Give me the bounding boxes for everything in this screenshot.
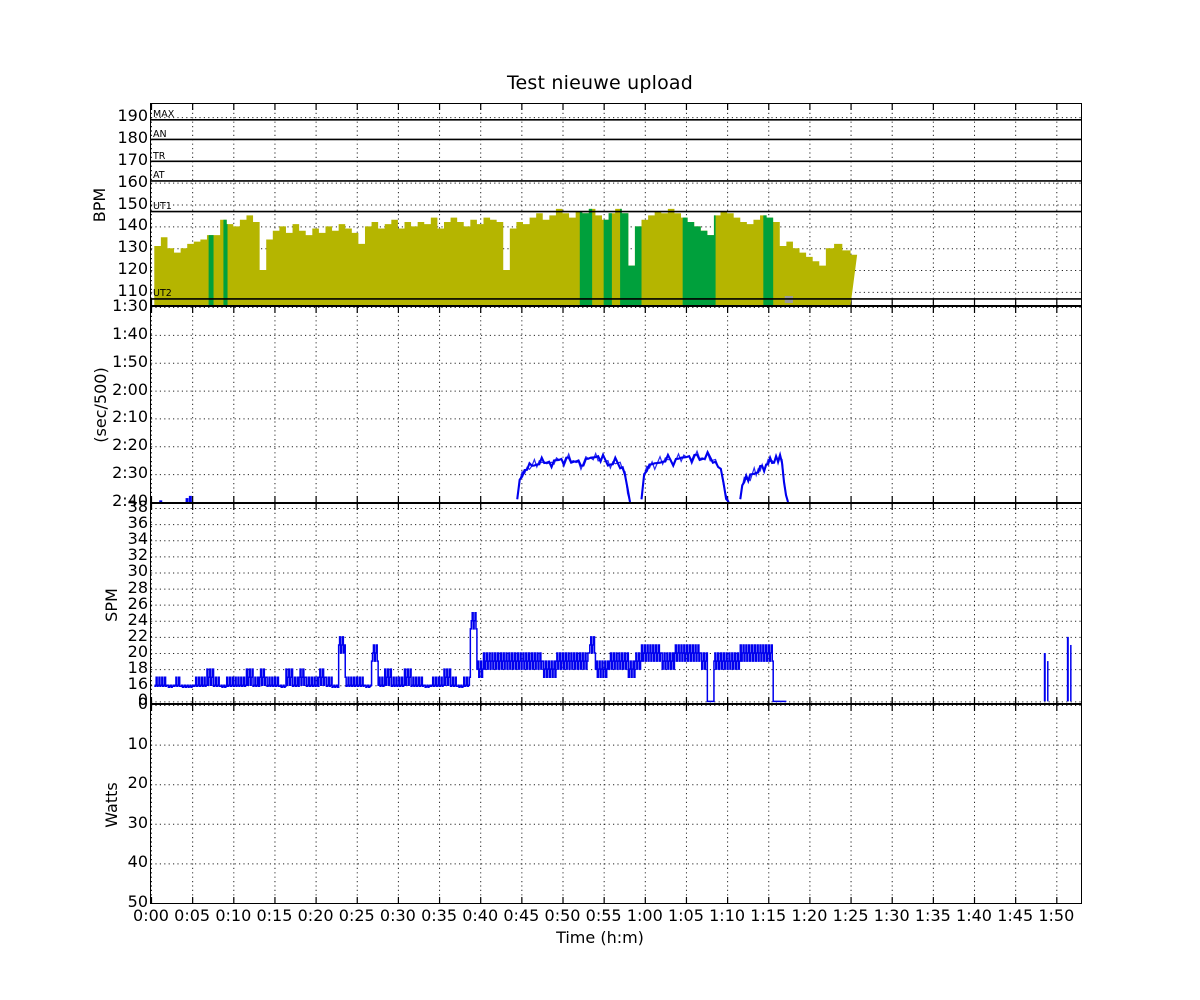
x-tick-label: 1:35 xyxy=(914,906,951,925)
x-tick-label: 0:00 xyxy=(133,906,169,925)
y-tick-label: 190 xyxy=(117,106,148,126)
zone-label-tr: TR xyxy=(153,150,166,162)
y-tick-label: 0 xyxy=(137,694,148,713)
y-tick-label: 150 xyxy=(117,193,148,213)
y-tick-label: 18 xyxy=(127,658,148,678)
x-tick-label: 0:45 xyxy=(503,906,540,925)
x-axis-label: Time (h:m) xyxy=(556,928,644,947)
x-tick-label: 0:10 xyxy=(215,906,252,925)
x-tick-label: 1:10 xyxy=(709,906,746,925)
y-tick-label: 22 xyxy=(127,625,148,645)
x-tick-label: 0:05 xyxy=(174,906,211,925)
y-tick-label: 10 xyxy=(127,733,148,753)
y-tick-label: 110 xyxy=(117,280,148,300)
zone-label-ut1: UT1 xyxy=(153,201,172,213)
x-tick-label: 1:40 xyxy=(956,906,992,925)
watts-panel xyxy=(150,704,1082,904)
y-tick-label: 28 xyxy=(127,577,148,597)
zone-label-an: AN xyxy=(153,128,167,140)
x-tick-label: 1:20 xyxy=(791,906,828,925)
x-tick-label: 0:15 xyxy=(256,906,293,925)
y-tick-label: 2:00 xyxy=(112,379,148,399)
x-tick-label: 1:45 xyxy=(997,906,1034,925)
y-tick-label: 50 xyxy=(127,892,148,911)
y-tick-label: 30 xyxy=(127,561,148,581)
x-tick-label: 1:25 xyxy=(832,906,869,925)
x-tick-label: 1:15 xyxy=(750,906,787,925)
x-tick-label: 0:30 xyxy=(379,906,416,925)
x-tick-label: 0:25 xyxy=(338,906,375,925)
spm-panel xyxy=(150,503,1082,704)
x-tick-label: 1:05 xyxy=(667,906,704,925)
y-tick-label: 38 xyxy=(127,497,148,516)
x-tick-label: 1:30 xyxy=(873,906,910,925)
x-tick-label: 0:20 xyxy=(297,906,334,925)
y-tick-label: 40 xyxy=(127,852,148,872)
y-tick-label: 20 xyxy=(127,773,148,793)
zone-label-max: MAX xyxy=(153,109,175,121)
y-tick-label: 30 xyxy=(127,812,148,832)
x-tick-label: 1:50 xyxy=(1038,906,1075,925)
y-tick-label: 32 xyxy=(127,545,148,565)
y-tick-label: 2:40 xyxy=(112,491,148,510)
y-tick-label: 16 xyxy=(127,674,148,694)
x-tick-label: 0:55 xyxy=(585,906,622,925)
y-tick-label: 24 xyxy=(127,609,148,629)
bpm-panel xyxy=(150,103,1082,306)
y-tick-label: 2:20 xyxy=(112,435,148,455)
y-tick-label: 1:30 xyxy=(112,296,148,315)
x-tick-label: 0:35 xyxy=(421,906,458,925)
y-tick-label: 20 xyxy=(127,642,148,662)
y-tick-label: 130 xyxy=(117,237,148,257)
y-tick-label: 2:30 xyxy=(112,463,148,483)
y-tick-label: 180 xyxy=(117,127,148,147)
pace-panel xyxy=(150,306,1082,503)
y-tick-label: 36 xyxy=(127,513,148,533)
y-tick-label: 120 xyxy=(117,259,148,279)
y-tick-label: 140 xyxy=(117,215,148,235)
y-tick-label: 160 xyxy=(117,171,148,191)
zone-label-at: AT xyxy=(153,170,165,182)
watts-axis-label: Watts xyxy=(102,782,121,828)
y-tick-label: 2:10 xyxy=(112,407,148,427)
chart-title: Test nieuwe upload xyxy=(506,72,694,94)
y-tick-label: 34 xyxy=(127,529,148,549)
y-tick-label: 1:40 xyxy=(112,323,148,343)
x-tick-label: 0:50 xyxy=(544,906,581,925)
y-tick-label: 170 xyxy=(117,149,148,169)
x-tick-label: 1:00 xyxy=(626,906,663,925)
zone-label-ut2: UT2 xyxy=(153,288,172,300)
y-tick-label: 26 xyxy=(127,593,148,613)
x-tick-label: 0:40 xyxy=(462,906,499,925)
y-tick-label: 1:50 xyxy=(112,351,148,371)
y-tick-label: 0 xyxy=(137,690,148,710)
